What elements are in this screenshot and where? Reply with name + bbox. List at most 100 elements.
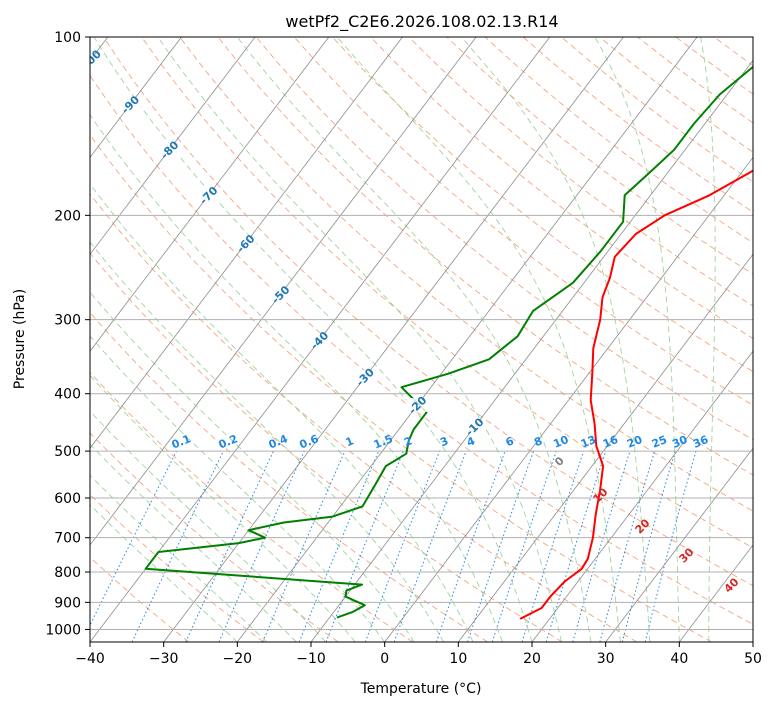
moist-adiabat-line xyxy=(90,183,474,642)
moist-adiabat-line xyxy=(90,291,415,642)
isotherm-label-bg xyxy=(463,419,486,434)
dry-adiabat-line xyxy=(90,371,414,642)
dry-adiabat-line xyxy=(90,311,488,642)
isotherm-label: -60 xyxy=(234,232,257,255)
y-tick-label: 400 xyxy=(54,387,81,403)
moist-adiabat-label: 20 xyxy=(633,516,653,536)
isotherm-label: -80 xyxy=(158,138,181,161)
mixing-ratio-line xyxy=(218,450,305,642)
isotherm-line xyxy=(678,544,753,642)
dry-adiabat-line xyxy=(293,37,753,406)
dry-adiabat-line xyxy=(217,37,753,476)
mixing-ratio-line xyxy=(90,450,178,627)
moist-adiabat-line xyxy=(700,37,716,642)
moist-adiabat-label: 30 xyxy=(677,545,697,565)
mixing-ratio-label: 1 xyxy=(344,434,356,449)
isotherms xyxy=(90,37,753,642)
mixing-ratio-line xyxy=(467,450,535,642)
isotherm-label: -50 xyxy=(269,283,292,306)
mixing-ratio-label: 1.5 xyxy=(372,432,395,451)
dry-adiabat-line xyxy=(637,37,753,124)
y-tick-label: 300 xyxy=(54,313,81,329)
y-tick-label: 900 xyxy=(54,595,81,611)
isotherm-label-bg xyxy=(308,333,331,348)
isotherm-label-bg xyxy=(354,370,376,385)
dry-adiabat-line xyxy=(90,252,563,642)
isotherm-line xyxy=(605,447,753,642)
x-tick-label: 50 xyxy=(744,651,762,667)
moist-adiabat-label: 40 xyxy=(722,575,742,595)
dry-adiabat-line xyxy=(90,134,712,642)
moist-adiabat-line xyxy=(90,504,238,642)
moist-adiabat-line xyxy=(157,37,562,642)
mixing-ratio-label: 10 xyxy=(551,433,570,451)
x-axis-label: Temperature (°C) xyxy=(360,681,482,697)
x-tick-label: −10 xyxy=(296,651,326,667)
x-tick-label: 10 xyxy=(449,651,467,667)
mixing-ratio-label: 0.6 xyxy=(298,432,321,451)
chart-title: wetPf2_C2E6.2026.108.02.13.R14 xyxy=(285,12,558,32)
isotherm-line xyxy=(310,59,753,642)
mixing-ratio-line xyxy=(599,450,656,642)
mixing-ratio-line xyxy=(325,450,404,642)
mixing-ratio-label: 30 xyxy=(670,433,689,451)
y-tick-label: 1000 xyxy=(45,622,81,638)
mixing-ratio-lines xyxy=(90,450,697,642)
x-tick-label: −30 xyxy=(149,651,179,667)
mixing-ratio-line xyxy=(298,450,380,642)
isotherm-line xyxy=(384,156,753,642)
dry-adiabat-line xyxy=(751,37,753,39)
pressure-gridlines xyxy=(90,37,753,630)
x-tick-label: −20 xyxy=(223,651,253,667)
x-tick-label: −40 xyxy=(75,651,105,667)
dry-adiabats xyxy=(90,37,753,642)
mixing-ratio-label: 20 xyxy=(625,433,644,451)
isotherm-label-bg xyxy=(119,97,142,112)
dewpoint-line xyxy=(144,65,753,619)
moist-adiabat-line xyxy=(460,37,651,642)
moist-adiabat-line xyxy=(594,37,680,642)
mixing-ratio-label: 36 xyxy=(691,433,710,451)
moist-adiabat-line xyxy=(90,410,327,642)
mixing-ratio-label: 13 xyxy=(579,433,598,451)
mixing-ratio-line xyxy=(644,450,697,642)
mixing-ratio-line xyxy=(491,450,557,642)
isotherm-label-bg xyxy=(197,188,220,203)
mixing-ratio-label: 3 xyxy=(438,434,450,449)
isotherm-line xyxy=(531,350,753,642)
dry-adiabat-line xyxy=(90,193,638,642)
isotherm-line xyxy=(90,37,330,352)
moist-adiabat-line xyxy=(236,37,592,642)
mixing-ratio-line xyxy=(435,450,506,642)
isotherm-label-bg xyxy=(269,287,292,302)
isotherm-line xyxy=(90,37,403,449)
isotherm-label-bg xyxy=(158,142,181,157)
dry-adiabat-line xyxy=(255,37,753,441)
mixing-ratio-label: 6 xyxy=(504,434,516,449)
isotherm-label-bg xyxy=(234,236,257,251)
mixing-ratio-line xyxy=(364,450,441,642)
temperature-line xyxy=(519,169,753,620)
mixing-ratio-label: 16 xyxy=(601,433,620,451)
plot-frame xyxy=(89,36,754,643)
isotherm-label-bg xyxy=(406,398,429,412)
moist-adiabats xyxy=(90,37,716,642)
x-tick-label: 20 xyxy=(523,651,541,667)
dry-adiabat-line xyxy=(713,37,753,67)
y-tick-label: 500 xyxy=(54,444,81,460)
moist-adiabat-line xyxy=(90,114,503,642)
moist-adiabat-line xyxy=(90,474,268,642)
moist-adiabat-line xyxy=(90,443,297,642)
dry-adiabat-line xyxy=(332,37,753,373)
y-axis-label: Pressure (hPa) xyxy=(12,289,28,389)
dry-adiabat-line xyxy=(141,37,753,549)
moist-adiabat-line xyxy=(336,37,621,642)
isotherm-line xyxy=(752,641,753,642)
dry-adiabat-line xyxy=(90,432,339,642)
mixing-ratio-line xyxy=(393,450,467,642)
y-tick-label: 600 xyxy=(54,491,81,507)
isotherm-line xyxy=(90,37,477,546)
isotherm-label: -90 xyxy=(119,93,142,116)
isotherm-label: -10 xyxy=(463,415,486,438)
moist-adiabat-line xyxy=(93,37,533,642)
